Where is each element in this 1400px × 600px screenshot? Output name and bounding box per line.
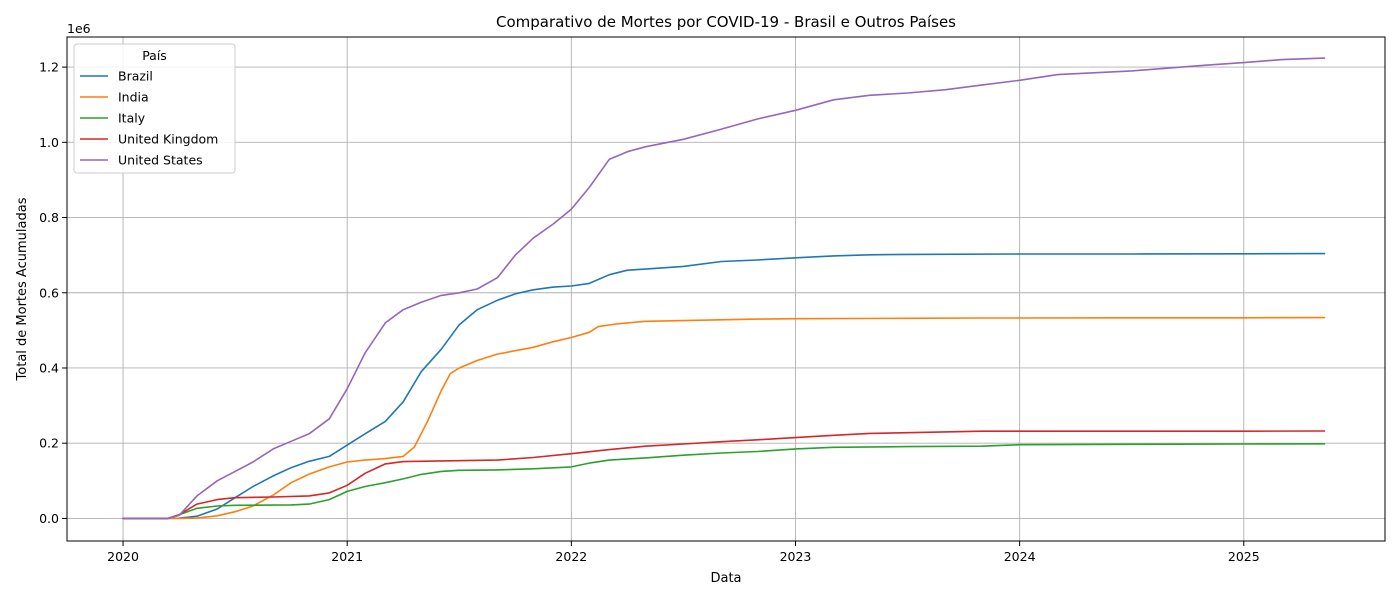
y-tick-label-0.2: 0.2 [39,436,59,451]
plot-frame [66,36,1386,542]
legend-label-india: India [118,90,149,105]
legend-title: País [142,48,167,63]
series-line-india [122,316,1326,520]
series-line-italy [122,443,1326,520]
legend-label-united-states: United States [118,153,203,168]
series-line-united-states [122,57,1326,520]
series-lines [122,57,1326,520]
x-tick-label-2022: 2022 [555,549,587,564]
y-offset-label: 1e6 [67,21,91,36]
legend-label-united-kingdom: United Kingdom [118,132,218,147]
y-tick-label-1.0: 1.0 [39,135,59,150]
y-axis: 0.0 0.2 0.4 0.6 0.8 1.0 1.2 [39,60,67,526]
x-axis: 2020 2021 2022 2023 2024 2025 [107,541,1260,564]
x-tick-label-2024: 2024 [1004,549,1036,564]
x-tick-label-2020: 2020 [107,549,139,564]
x-tick-label-2023: 2023 [780,549,812,564]
legend: País Brazil India Italy United Kingdom United… [73,43,236,174]
series-line-brazil [122,252,1326,520]
y-tick-label-0.8: 0.8 [39,210,59,225]
legend-label-brazil: Brazil [118,69,153,84]
y-axis-label: Total de Mortes Acumuladas [15,197,30,381]
x-tick-label-2025: 2025 [1228,549,1260,564]
y-tick-label-1.2: 1.2 [39,60,59,75]
chart-title: Comparativo de Mortes por COVID-19 - Bra… [496,13,956,31]
legend-box [73,43,236,174]
y-tick-label-0.0: 0.0 [39,511,59,526]
x-tick-label-2021: 2021 [331,549,363,564]
x-axis-label: Data [710,571,741,586]
y-tick-label-0.6: 0.6 [39,285,59,300]
series-line-united-kingdom [122,430,1326,520]
legend-label-italy: Italy [118,111,146,126]
y-tick-label-0.4: 0.4 [39,360,59,375]
